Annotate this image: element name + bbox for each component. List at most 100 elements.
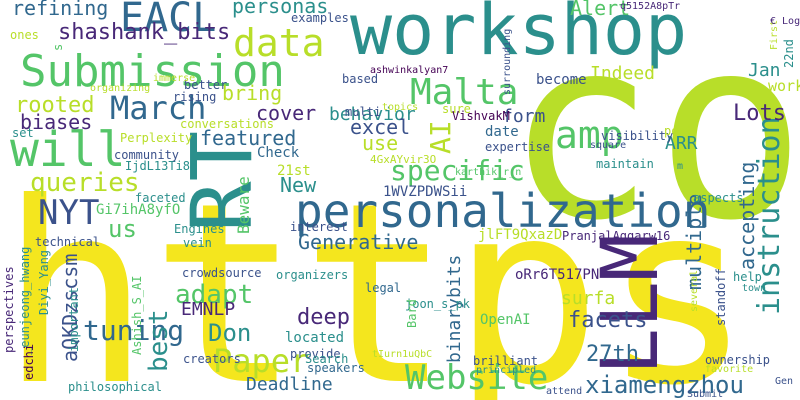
cloud-word: principled <box>476 365 537 376</box>
cloud-word: topics <box>382 102 419 113</box>
cloud-word: ownership <box>705 353 771 367</box>
cloud-word: Submission <box>20 46 285 97</box>
cloud-word: Website <box>405 358 549 398</box>
cloud-word: ashwinkalyan7 <box>370 65 449 76</box>
cloud-word: Gi7ihA8yfO <box>96 202 181 218</box>
cloud-word: deep <box>297 305 350 330</box>
cloud-word: set <box>12 126 34 140</box>
cloud-word: q5152A8pTr <box>620 1 681 12</box>
cloud-word: expertise <box>485 140 551 154</box>
cloud-word: Diyi_Yang <box>37 249 51 315</box>
cloud-word: Search <box>305 352 349 366</box>
cloud-word: form <box>502 106 546 127</box>
cloud-word: cover <box>256 101 317 125</box>
cloud-word: m <box>677 161 684 172</box>
cloud-word: s <box>51 43 65 51</box>
cloud-word: Check <box>257 145 300 161</box>
cloud-word: creators <box>183 352 241 366</box>
cloud-word: workshop <box>350 0 688 71</box>
cloud-word: brilliant <box>473 354 539 368</box>
cloud-word: queries <box>30 168 140 198</box>
cloud-word: Lots <box>733 101 786 126</box>
cloud-word: featured <box>200 126 297 150</box>
cloud-word: rising <box>173 90 217 104</box>
cloud-word: jlFT9QxazD <box>478 227 563 243</box>
cloud-word: 1WVZPDWSii <box>383 184 468 200</box>
cloud-word: EMNLP <box>181 299 236 320</box>
cloud-word: 21st <box>277 163 311 179</box>
cloud-word: sure <box>442 102 471 116</box>
cloud-word: New <box>280 173 317 197</box>
cloud-word: tuning <box>83 314 185 347</box>
cloud-word: examples <box>291 11 349 25</box>
cloud-word: Gen <box>775 376 794 387</box>
cloud-word: conversations <box>180 117 274 131</box>
cloud-word: https <box>0 149 753 400</box>
cloud-word: crowdsource <box>182 266 262 280</box>
cloud-word: € Log <box>770 16 800 27</box>
cloud-word: specific <box>390 154 525 187</box>
cloud-word: provide <box>290 347 341 361</box>
cloud-word: tIurn1uQbC <box>372 349 433 360</box>
cloud-word: joon_s_pk <box>405 297 471 311</box>
cloud-word: excel <box>350 115 411 139</box>
cloud-word: work <box>768 77 800 95</box>
cloud-word: facets <box>568 308 648 333</box>
cloud-word: standoff <box>714 268 728 326</box>
cloud-word: edchi <box>22 343 36 380</box>
cloud-word: better <box>184 78 228 92</box>
cloud-word: legal <box>365 281 402 295</box>
cloud-word: refining <box>12 0 109 20</box>
cloud-word: Deadline <box>246 374 333 395</box>
cloud-word: surrounding <box>502 28 513 95</box>
cloud-word: aspects <box>693 191 744 205</box>
cloud-word: become <box>536 72 587 88</box>
cloud-word: ARR <box>665 133 698 154</box>
cloud-word: Engines <box>174 222 225 236</box>
cloud-word: xiamengzhou <box>585 371 744 399</box>
cloud-word: _eunjeong_hwang <box>18 246 32 355</box>
cloud-word: use <box>362 131 399 155</box>
cloud-word: NYT <box>38 193 100 233</box>
cloud-word: community <box>114 148 180 162</box>
cloud-word: co <box>505 0 800 275</box>
cloud-word: 27th <box>586 342 639 367</box>
cloud-word: IjdL13Ti8e <box>125 159 198 173</box>
cloud-word: Submit <box>687 389 724 400</box>
cloud-word: help <box>733 270 762 284</box>
cloud-word: Bard <box>405 299 419 328</box>
cloud-word: behavior <box>329 104 416 125</box>
cloud-word: personas <box>232 0 329 18</box>
cloud-word: Beware <box>234 176 253 234</box>
cloud-word: will <box>10 122 126 178</box>
cloud-word: located <box>285 330 345 346</box>
cloud-word: maintain <box>596 157 654 171</box>
cloud-word: Ashish_S_AI <box>130 275 144 355</box>
cloud-word: square <box>590 140 627 151</box>
cloud-word: biases <box>20 110 93 134</box>
cloud-word: adapt <box>175 280 254 310</box>
cloud-word: karthik_r_n <box>455 167 522 178</box>
cloud-word: visibility <box>601 129 674 143</box>
cloud-word: 22nd <box>782 39 796 68</box>
cloud-word: 4GxAYvir3O <box>370 153 437 166</box>
cloud-word: Malta <box>410 72 519 113</box>
cloud-word: VishvakM <box>452 109 510 123</box>
cloud-word: Don <box>208 319 252 347</box>
cloud-word: amp <box>555 113 624 157</box>
cloud-word: important <box>67 286 81 352</box>
cloud-word: best <box>144 309 174 372</box>
cloud-word: speakers <box>307 361 365 375</box>
cloud-word: perspectives <box>2 266 16 353</box>
cloud-word: based <box>342 72 379 86</box>
cloud-word: Perplexity <box>120 131 193 145</box>
cloud-word: Indeed <box>590 63 656 84</box>
cloud-word: vein <box>183 236 212 250</box>
cloud-word: organizers <box>276 268 349 282</box>
cloud-word: attend <box>546 386 583 397</box>
cloud-word: accepting <box>735 161 759 270</box>
cloud-word: several <box>689 269 700 312</box>
cloud-word: surfa <box>561 288 616 309</box>
cloud-word: personalization <box>295 184 711 238</box>
cloud-word: ones <box>10 28 39 42</box>
